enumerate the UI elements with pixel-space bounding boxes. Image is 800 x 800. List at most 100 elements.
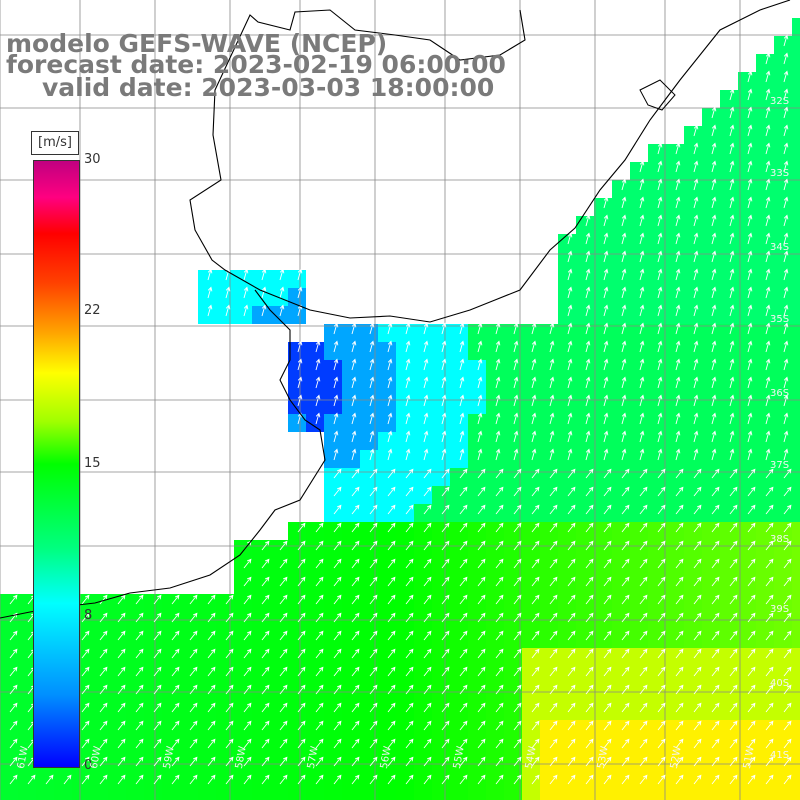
wind-cell: [234, 270, 252, 288]
wind-cell: [126, 738, 144, 756]
wind-cell: [360, 324, 378, 342]
wind-arrow: [693, 394, 699, 407]
wind-cell: [522, 738, 540, 756]
wind-cell: [360, 792, 378, 800]
wind-cell: [342, 702, 360, 720]
wind-arrow: [459, 558, 468, 569]
wind-arrow: [117, 702, 126, 713]
wind-arrow: [135, 612, 144, 623]
wind-arrow: [639, 558, 648, 569]
wind-arrow: [603, 412, 609, 425]
wind-cell: [360, 540, 378, 558]
wind-cell: [774, 576, 792, 594]
wind-arrow: [297, 612, 306, 623]
wind-cell: [342, 450, 360, 468]
wind-cell: [648, 360, 666, 378]
wind-cell: [702, 270, 720, 288]
wind-cell: [738, 756, 756, 774]
wind-cell: [774, 702, 792, 720]
wind-cell: [594, 216, 612, 234]
wind-cell: [684, 702, 702, 720]
wind-cell: [504, 666, 522, 684]
wind-cell: [324, 450, 342, 468]
wind-arrow: [693, 774, 702, 785]
wind-arrow: [333, 448, 339, 461]
wind-arrow: [207, 268, 213, 281]
wind-cell: [666, 450, 684, 468]
wind-arrow: [207, 304, 213, 317]
wind-arrow: [423, 684, 432, 695]
wind-cell: [306, 558, 324, 576]
wind-cell: [576, 324, 594, 342]
wind-cell: [576, 756, 594, 774]
wind-cell: [432, 468, 450, 486]
wind-arrow: [549, 684, 558, 695]
wind-arrow: [711, 322, 717, 335]
wind-cell: [558, 666, 576, 684]
wind-cell: [612, 306, 630, 324]
wind-cell: [576, 216, 594, 234]
wind-cell: [702, 504, 720, 522]
wind-cell: [162, 630, 180, 648]
wind-arrow: [657, 774, 666, 785]
wind-cell: [216, 720, 234, 738]
wind-arrow: [675, 594, 684, 605]
wind-arrow: [333, 666, 342, 677]
wind-arrow: [279, 558, 288, 569]
wind-arrow: [243, 702, 252, 713]
wind-arrow: [495, 486, 504, 497]
wind-arrow: [387, 394, 393, 407]
wind-cell: [558, 504, 576, 522]
wind-cell: [666, 576, 684, 594]
wind-cell: [252, 306, 270, 324]
wind-arrow: [567, 522, 576, 533]
wind-cell: [216, 684, 234, 702]
wind-arrow: [765, 594, 774, 605]
wind-arrow: [513, 666, 522, 677]
wind-cell: [108, 684, 126, 702]
wind-cell: [540, 486, 558, 504]
wind-cell: [648, 702, 666, 720]
wind-arrow: [549, 612, 558, 623]
wind-cell: [774, 198, 792, 216]
wind-cell: [486, 360, 504, 378]
wind-arrow: [585, 448, 591, 461]
wind-cell: [576, 288, 594, 306]
wind-cell: [576, 504, 594, 522]
wind-cell: [576, 576, 594, 594]
wind-arrow: [459, 394, 465, 407]
wind-cell: [234, 540, 252, 558]
wind-arrow: [675, 124, 681, 137]
wind-cell: [648, 414, 666, 432]
wind-arrow: [315, 648, 324, 659]
wind-arrow: [621, 250, 627, 263]
wind-cell: [270, 576, 288, 594]
wind-cell: [630, 468, 648, 486]
wind-cell: [396, 450, 414, 468]
wind-cell: [756, 468, 774, 486]
wind-arrow: [261, 286, 267, 299]
wind-arrow: [405, 412, 411, 425]
wind-cell: [558, 486, 576, 504]
wind-cell: [756, 234, 774, 252]
wind-arrow: [639, 756, 648, 767]
wind-cell: [252, 558, 270, 576]
wind-arrow: [675, 214, 681, 227]
wind-arrow: [351, 448, 357, 461]
wind-cell: [126, 792, 144, 800]
wind-arrow: [423, 720, 432, 731]
wind-arrow: [549, 756, 558, 767]
wind-arrow: [765, 142, 771, 155]
wind-arrow: [639, 702, 648, 713]
wind-cell: [702, 792, 720, 800]
wind-cell: [288, 360, 306, 378]
wind-arrow: [477, 594, 486, 605]
wind-arrow: [297, 594, 306, 605]
wind-arrow: [423, 594, 432, 605]
wind-arrow: [621, 576, 630, 587]
wind-cell: [18, 648, 36, 666]
wind-cell: [90, 666, 108, 684]
wind-cell: [414, 774, 432, 792]
wind-cell: [648, 720, 666, 738]
wind-arrow: [639, 486, 648, 497]
